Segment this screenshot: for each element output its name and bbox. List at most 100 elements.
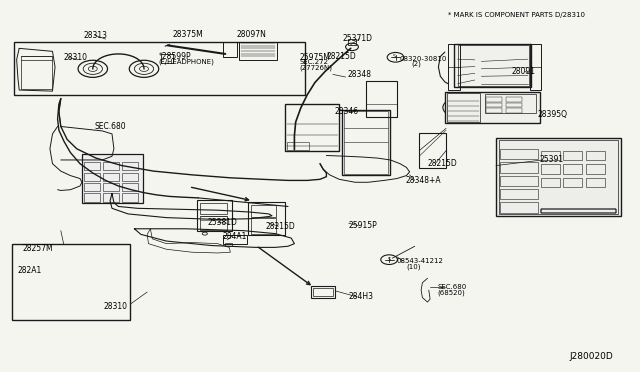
- Bar: [586, 178, 605, 187]
- Bar: [563, 151, 582, 160]
- Bar: [46, 251, 124, 317]
- Bar: [103, 193, 119, 202]
- Bar: [366, 81, 397, 117]
- Bar: [500, 202, 538, 213]
- Bar: [200, 203, 227, 214]
- Text: 28097N: 28097N: [237, 30, 267, 39]
- Bar: [506, 103, 522, 107]
- Bar: [161, 54, 173, 63]
- Bar: [541, 209, 616, 213]
- Text: 28375M: 28375M: [173, 30, 204, 39]
- Bar: [84, 162, 100, 170]
- Bar: [500, 176, 538, 186]
- Bar: [541, 209, 616, 213]
- Text: 25381D: 25381D: [208, 218, 238, 227]
- Bar: [485, 94, 536, 113]
- Bar: [50, 278, 68, 288]
- Bar: [54, 246, 93, 253]
- Bar: [82, 154, 143, 203]
- Text: 28257M: 28257M: [22, 244, 53, 253]
- Text: S: S: [393, 54, 396, 60]
- Bar: [313, 288, 333, 296]
- Bar: [500, 149, 538, 159]
- Bar: [586, 164, 605, 174]
- Bar: [419, 133, 446, 168]
- Text: 28215D: 28215D: [428, 159, 457, 168]
- Text: SEC.272: SEC.272: [300, 60, 328, 65]
- Text: *28599P: *28599P: [159, 52, 191, 61]
- Bar: [496, 138, 621, 216]
- Text: 28215D: 28215D: [266, 222, 295, 231]
- Text: 28310: 28310: [64, 53, 88, 62]
- Bar: [122, 193, 138, 202]
- Bar: [563, 178, 582, 187]
- Bar: [84, 173, 100, 181]
- Bar: [73, 305, 91, 314]
- Bar: [12, 244, 130, 320]
- Bar: [73, 278, 91, 288]
- Bar: [223, 235, 247, 244]
- Text: 08320-30810: 08320-30810: [400, 56, 447, 62]
- Bar: [541, 178, 560, 187]
- Bar: [344, 111, 388, 174]
- Bar: [122, 162, 138, 170]
- Text: 28310: 28310: [104, 302, 128, 311]
- Bar: [122, 183, 138, 191]
- Text: SEC.680: SEC.680: [437, 284, 467, 290]
- Text: SEC.680: SEC.680: [95, 122, 126, 131]
- Bar: [530, 44, 541, 90]
- Bar: [73, 265, 91, 274]
- Bar: [200, 216, 227, 230]
- Bar: [454, 44, 531, 87]
- Bar: [14, 42, 305, 95]
- Bar: [541, 209, 616, 213]
- Bar: [103, 173, 119, 181]
- Text: 08543-41212: 08543-41212: [397, 258, 444, 264]
- Text: 28215D: 28215D: [326, 52, 356, 61]
- Text: 28346: 28346: [334, 107, 358, 116]
- Bar: [500, 189, 538, 199]
- Text: 284A1: 284A1: [223, 232, 247, 241]
- Bar: [84, 193, 100, 202]
- Bar: [348, 39, 356, 45]
- Bar: [311, 286, 335, 298]
- Text: (10): (10): [406, 263, 421, 270]
- Bar: [500, 162, 538, 173]
- Bar: [103, 183, 119, 191]
- Bar: [499, 140, 618, 214]
- Bar: [225, 243, 232, 246]
- Text: * MARK IS COMPONENT PARTS D/28310: * MARK IS COMPONENT PARTS D/28310: [448, 12, 585, 18]
- Bar: [541, 151, 560, 160]
- Bar: [239, 42, 277, 60]
- Bar: [48, 252, 122, 316]
- Bar: [122, 173, 138, 181]
- Text: 28313: 28313: [83, 31, 108, 40]
- Bar: [563, 164, 582, 174]
- Text: J280020D: J280020D: [570, 352, 613, 361]
- Text: (F/HEADPHONE): (F/HEADPHONE): [159, 59, 214, 65]
- Text: 25391: 25391: [540, 155, 564, 164]
- Bar: [486, 97, 502, 102]
- Bar: [73, 292, 91, 301]
- Text: (2): (2): [412, 61, 421, 67]
- Bar: [458, 45, 529, 86]
- Bar: [96, 265, 114, 274]
- Text: 25915P: 25915P: [349, 221, 378, 230]
- Bar: [445, 92, 540, 123]
- Text: 25371D: 25371D: [342, 34, 372, 43]
- Bar: [251, 205, 276, 217]
- Bar: [506, 108, 522, 113]
- Bar: [16, 293, 42, 315]
- Bar: [248, 202, 285, 235]
- Bar: [342, 110, 390, 175]
- Bar: [506, 97, 522, 102]
- Bar: [447, 93, 480, 122]
- Bar: [96, 305, 114, 314]
- Bar: [103, 162, 119, 170]
- Text: 282A1: 282A1: [18, 266, 42, 275]
- Text: 28348: 28348: [348, 70, 372, 79]
- Bar: [586, 151, 605, 160]
- Bar: [541, 164, 560, 174]
- Bar: [84, 183, 100, 191]
- Text: 28091: 28091: [512, 67, 536, 76]
